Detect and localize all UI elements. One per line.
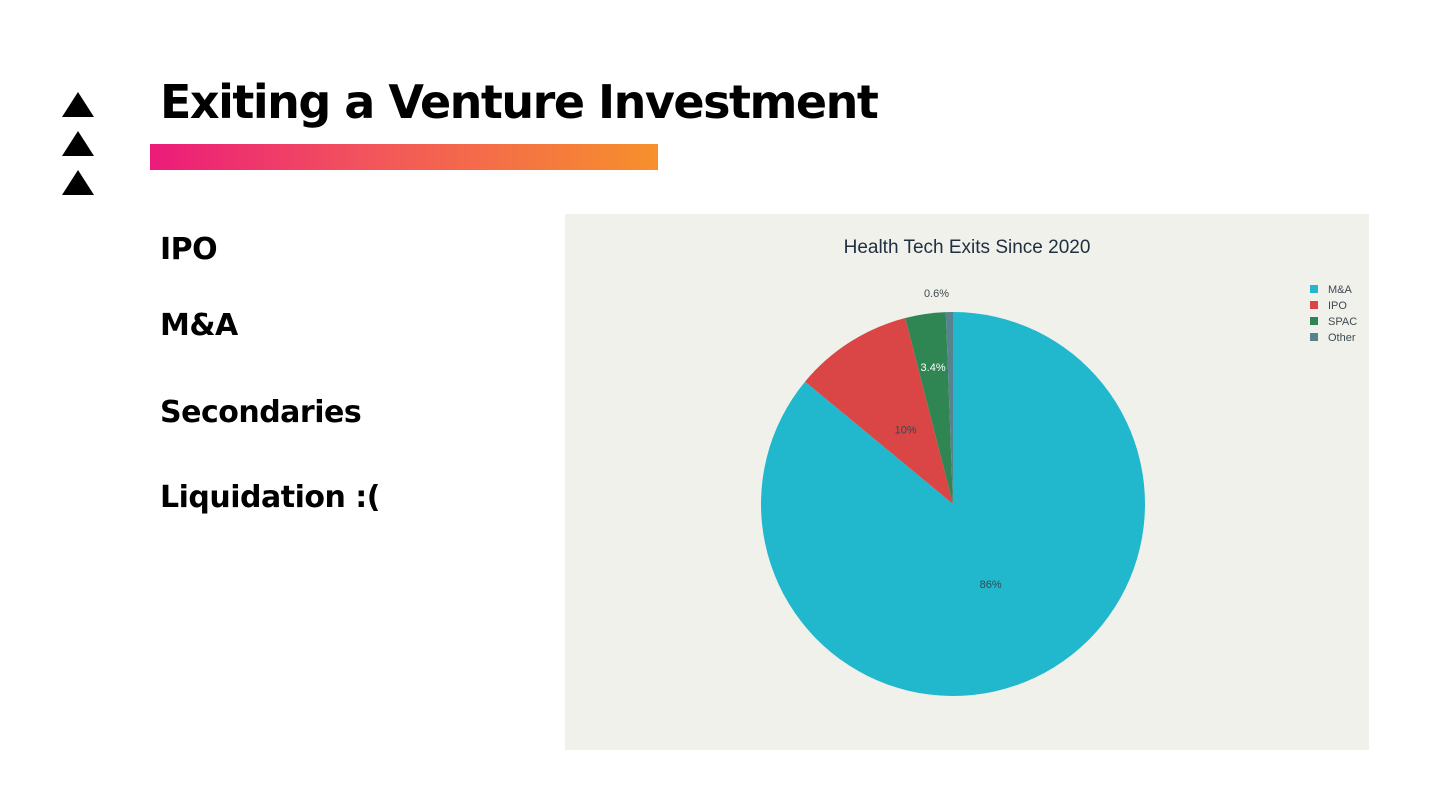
pie-slice-label: 86% [980, 579, 1002, 591]
pie-slices [761, 312, 1145, 696]
triangle-decoration [62, 92, 96, 209]
legend-swatch [1310, 317, 1318, 325]
pie-slice-label: 3.4% [921, 362, 946, 374]
bullet-liquidation: Liquidation :( [160, 480, 380, 515]
pie-slice-label: 10% [895, 424, 917, 436]
chart-legend: M&A IPO SPAC Other [1310, 284, 1357, 344]
legend-label: SPAC [1328, 316, 1357, 328]
legend-label: Other [1328, 332, 1356, 344]
legend-label: IPO [1328, 300, 1347, 312]
pie-slice-label: 0.6% [924, 288, 949, 300]
pie-slice-other [945, 312, 953, 504]
chart-title: Health Tech Exits Since 2020 [844, 237, 1091, 258]
legend-swatch [1310, 285, 1318, 293]
chart-panel: Health Tech Exits Since 2020 86% 10% 3.4% 0… [565, 214, 1369, 750]
legend-label: M&A [1328, 284, 1353, 296]
pie-slice-labels: 86% 10% 3.4% 0.6% [895, 288, 1002, 591]
bullet-secondaries: Secondaries [160, 395, 362, 430]
bullet-ma: M&A [160, 308, 238, 343]
slide-title: Exiting a Venture Investment [160, 75, 879, 129]
legend-swatch [1310, 301, 1318, 309]
pie-slice-ipo [805, 318, 953, 504]
pie-slice-spac [905, 312, 953, 504]
triangle-icon [62, 92, 94, 117]
triangle-icon [62, 170, 94, 195]
bullet-ipo: IPO [160, 232, 218, 267]
title-accent-bar [150, 144, 658, 170]
pie-chart: Health Tech Exits Since 2020 86% 10% 3.4% 0… [761, 237, 1357, 696]
triangle-icon [62, 131, 94, 156]
legend-swatch [1310, 333, 1318, 341]
